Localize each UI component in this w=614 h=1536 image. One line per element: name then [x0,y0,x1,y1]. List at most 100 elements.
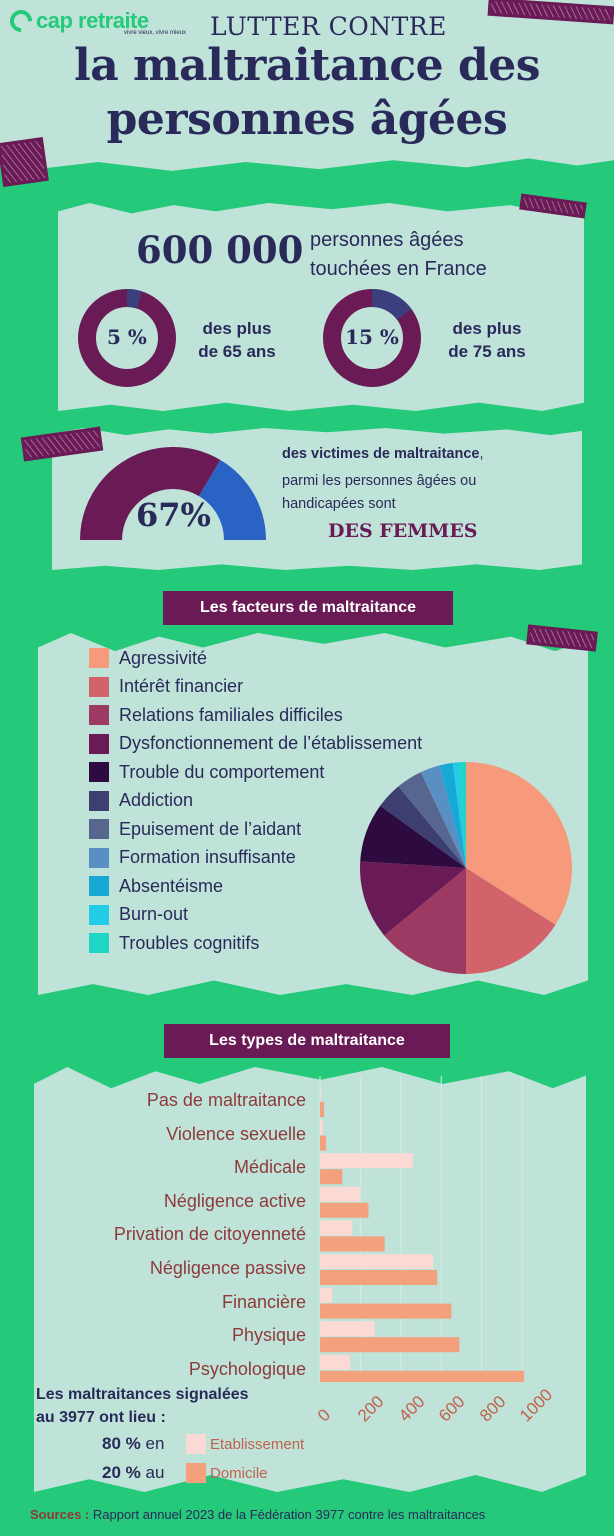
types-bar-chart [319,1076,525,1382]
legend-swatch [89,733,109,754]
pie-slice [459,762,466,868]
ring-label-65: 5 % [107,325,147,349]
half-donut-women [80,447,221,541]
bar-category-label: Pas de maltraitance [146,1090,306,1110]
big-number: 600 000 [136,228,304,272]
legend-label: Troubles cognitifs [119,932,260,953]
legend-swatch [89,676,109,697]
factors-pie-chart [360,762,572,974]
decorative-strip [0,137,49,187]
location-word-domicile: au [145,1463,165,1482]
women-text-comma: , [479,446,484,462]
bar-etablissement [320,1153,413,1169]
bar-category-label: Privation de citoyenneté [113,1224,306,1245]
half-donut-chart [80,447,266,541]
pie-slice [466,868,556,974]
legend-label: Dysfonctionnement de l’établissement [119,733,423,753]
bar-domicile [320,1102,325,1117]
location-pct-etablissement: 80 % [102,1434,141,1453]
legend-label-etablissement: Etablissement [210,1436,305,1453]
logo: cap retraite [5,5,149,37]
location-item-etablissement: 80 % en [102,1434,164,1454]
big-number-caption: personnes âgées touchées en France [310,226,550,284]
women-highlight: DES FEMMES [328,520,478,542]
legend-label: Relations familiales difficiles [119,704,343,725]
pie-slice [452,762,466,868]
ring-caption-65: des plus de 65 ans [182,317,292,363]
ring-caption-65-line-2: de 65 ans [198,342,276,361]
bar-domicile [320,1370,525,1382]
pie-slice [439,762,466,868]
factors-title: Les facteurs de maltraitance [163,591,453,625]
legend-swatch [89,819,109,839]
legend-item: Epuisement de l’aidant [89,818,301,840]
title-line-1: LUTTER CONTRE [210,12,447,41]
legend-swatch [89,762,109,782]
bar-domicile [320,1169,343,1185]
half-donut-other [198,459,266,541]
legend-label: Burn-out [119,904,189,924]
bar-category-label: Médicale [233,1157,306,1178]
bar-domicile [320,1202,369,1218]
types-title: Les types de maltraitance [164,1024,450,1058]
legend-swatch [89,790,109,811]
legend-label: Addiction [119,790,194,810]
title-line-2: la maltraitance des [73,40,541,91]
legend-item: Intérêt financier [89,676,243,698]
legend-swatch-domicile [186,1463,206,1483]
location-word-etablissement: en [145,1434,165,1453]
sources: Sources : Rapport annuel 2023 de la Fédé… [30,1507,485,1522]
legend-label: Absentéisme [119,875,224,896]
women-percent: 67% [136,496,211,534]
logo-icon [5,5,37,37]
legend-item: Dysfonctionnement de l’établissement [89,733,422,755]
pie-slice [360,861,466,936]
bar-category-label: Négligence passive [149,1258,306,1278]
legend-label: Trouble du comportement [119,761,325,782]
legend-label-domicile: Domicile [210,1465,268,1482]
header-panel [0,0,614,171]
legend-swatch [89,705,109,725]
women-text-line-2: handicapées sont [282,496,396,512]
legend-label: Formation insuffisante [119,847,296,867]
legend-swatch [89,904,109,925]
pie-slice [380,786,466,868]
bar-etablissement [320,1086,322,1101]
legend-item: Formation insuffisante [89,847,296,869]
ring-caption-65-line-1: des plus [202,319,272,338]
legend-item: Absentéisme [89,875,223,897]
bar-etablissement [320,1220,353,1236]
sources-text: Rapport annuel 2023 de la Fédération 397… [92,1507,486,1522]
legend-label: Agressivité [119,647,208,668]
legend-item: Trouble du comportement [89,761,324,783]
legend-item: Addiction [89,790,193,812]
legend-swatch [89,876,109,896]
location-item-domicile: 20 % au [102,1463,164,1483]
pie-slice [420,765,466,868]
logo-text: cap retraite [36,8,149,33]
location-title-2: au 3977 ont lieu : [36,1409,166,1426]
big-number-caption-line-2: touchées en France [310,258,487,280]
bar-category-label: Financière [221,1291,306,1312]
bar-category-label: Négligence active [163,1190,306,1211]
legend-swatch [89,933,109,953]
bar-domicile [320,1270,438,1285]
sources-label: Sources : [30,1507,90,1522]
bar-category-label: Physique [231,1325,306,1346]
bar-etablissement [320,1119,324,1135]
ring-value-arc [126,289,143,309]
bar-domicile [320,1337,460,1353]
legend-label: Epuisement de l’aidant [119,818,302,839]
ring-label-75: 15 % [345,325,399,349]
location-title-1: Les maltraitances signalées [36,1386,249,1403]
bar-domicile [320,1303,452,1319]
women-text-line-1: parmi les personnes âgées ou [282,473,477,489]
women-text: parmi les personnes âgées ou handicapées… [282,470,562,516]
pie-slice [384,868,466,974]
bar-category-label: Psychologique [188,1358,306,1379]
legend-item: Burn-out [89,904,188,926]
bar-domicile [320,1236,385,1252]
legend-label: Intérêt financier [119,676,244,696]
bar-etablissement [320,1254,434,1269]
bar-etablissement [320,1186,361,1202]
